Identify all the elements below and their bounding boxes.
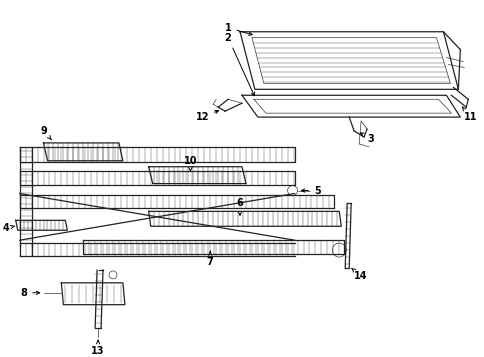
Text: 4: 4	[2, 223, 15, 233]
Text: 2: 2	[224, 33, 254, 96]
Text: 11: 11	[462, 107, 476, 122]
Text: 7: 7	[207, 251, 213, 267]
Text: 12: 12	[195, 110, 218, 122]
Text: 9: 9	[40, 126, 51, 140]
Text: 1: 1	[224, 23, 252, 35]
Text: 8: 8	[20, 288, 40, 298]
Text: 6: 6	[236, 198, 243, 215]
Text: 5: 5	[301, 186, 320, 196]
Text: 13: 13	[91, 340, 105, 356]
Text: 10: 10	[183, 156, 197, 171]
Text: 3: 3	[360, 133, 374, 144]
Text: 14: 14	[351, 268, 367, 281]
